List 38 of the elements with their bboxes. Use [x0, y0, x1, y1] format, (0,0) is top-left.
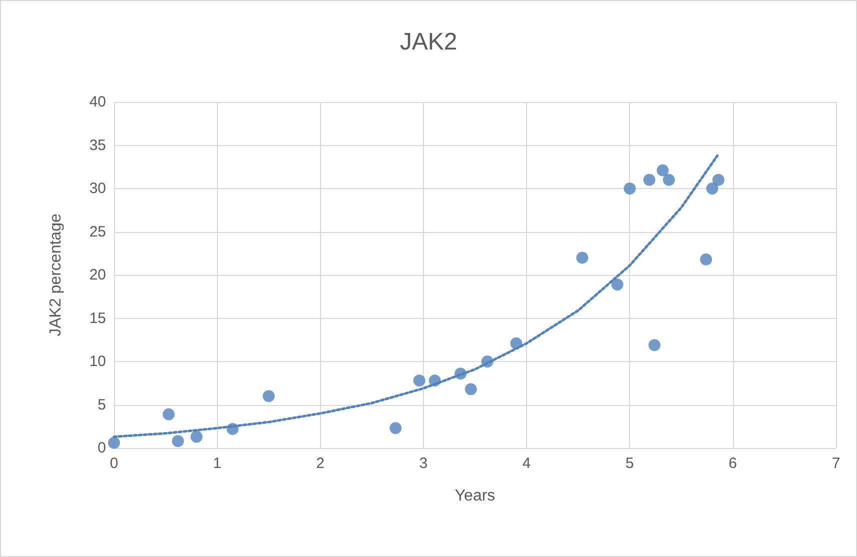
x-tick-label: 5 [626, 455, 634, 472]
y-tick-label: 20 [89, 266, 106, 284]
point [464, 383, 477, 396]
x-tick-label: 0 [110, 455, 118, 472]
y-axis-title: JAK2 percentage [48, 214, 64, 336]
point [624, 182, 636, 194]
point [656, 164, 669, 176]
point [706, 182, 718, 194]
point [108, 436, 120, 449]
y-tick-label: 35 [89, 136, 106, 154]
y-tick-label: 5 [98, 396, 106, 414]
point [662, 174, 675, 186]
x-tick-label: 4 [522, 455, 531, 472]
point [262, 390, 275, 402]
x-tick-label: 2 [316, 455, 324, 472]
point [390, 422, 402, 434]
y-tick-label: 10 [89, 353, 106, 370]
point [712, 174, 724, 186]
y-tick-label: 15 [89, 310, 106, 327]
y-tick-label: 0 [98, 440, 106, 456]
x-tick-label: 6 [728, 455, 738, 472]
point [648, 339, 660, 352]
point [413, 374, 426, 387]
point [611, 278, 624, 291]
point [162, 408, 175, 420]
point [576, 252, 588, 264]
x-tick-label: 1 [212, 455, 222, 472]
chart-title: JAK2 [400, 28, 458, 56]
point [172, 435, 184, 448]
x-tick-label: 7 [832, 455, 840, 472]
point [643, 174, 656, 186]
x-tick-label: 3 [419, 455, 428, 472]
y-tick-label: 25 [89, 223, 106, 240]
y-tick-label: 30 [89, 180, 106, 197]
point [190, 430, 203, 443]
point [700, 253, 712, 266]
x-axis-title: Years [454, 488, 496, 504]
y-tick-label: 40 [89, 94, 106, 110]
